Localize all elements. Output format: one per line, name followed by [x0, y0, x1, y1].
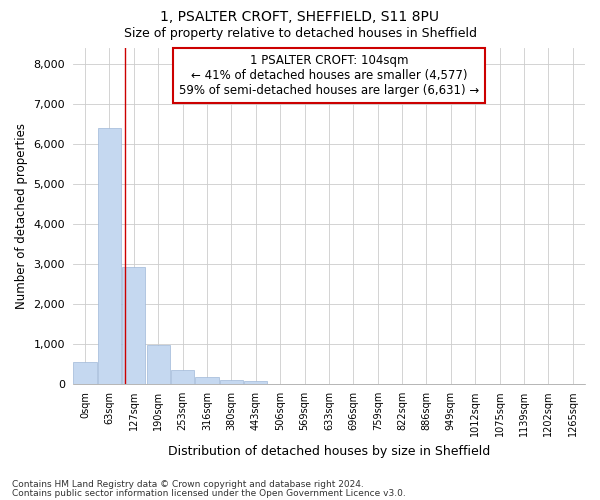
Bar: [73, 362, 97, 384]
Bar: [122, 268, 145, 384]
X-axis label: Distribution of detached houses by size in Sheffield: Distribution of detached houses by size …: [168, 444, 490, 458]
Bar: [196, 378, 218, 384]
Text: 1 PSALTER CROFT: 104sqm
← 41% of detached houses are smaller (4,577)
59% of semi: 1 PSALTER CROFT: 104sqm ← 41% of detache…: [179, 54, 479, 97]
Y-axis label: Number of detached properties: Number of detached properties: [15, 123, 28, 309]
Text: 1, PSALTER CROFT, SHEFFIELD, S11 8PU: 1, PSALTER CROFT, SHEFFIELD, S11 8PU: [161, 10, 439, 24]
Bar: [171, 370, 194, 384]
Bar: [146, 345, 170, 385]
Bar: [244, 381, 268, 384]
Text: Contains HM Land Registry data © Crown copyright and database right 2024.: Contains HM Land Registry data © Crown c…: [12, 480, 364, 489]
Text: Contains public sector information licensed under the Open Government Licence v3: Contains public sector information licen…: [12, 489, 406, 498]
Bar: [220, 380, 243, 384]
Text: Size of property relative to detached houses in Sheffield: Size of property relative to detached ho…: [124, 28, 476, 40]
Bar: [98, 128, 121, 384]
